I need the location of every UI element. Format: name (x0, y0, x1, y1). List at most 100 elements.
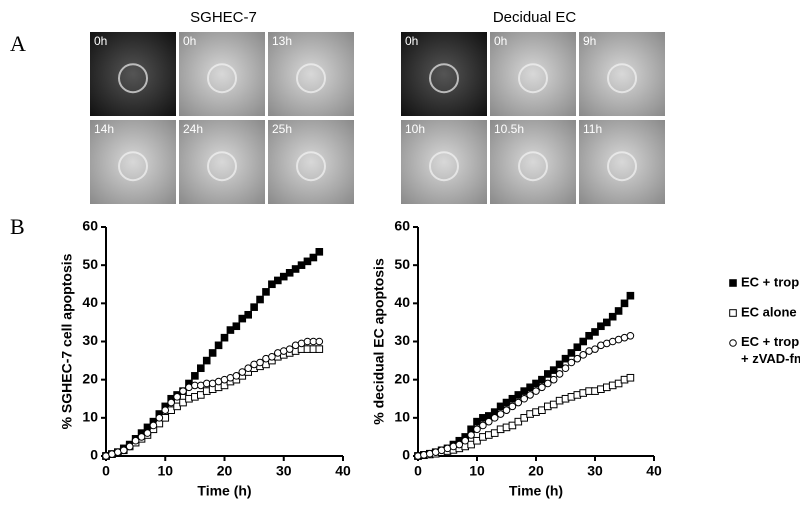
cell-shape (518, 63, 548, 94)
marker (467, 431, 475, 439)
marker (303, 257, 312, 266)
x-axis-label: Time (h) (509, 483, 563, 499)
marker (538, 383, 546, 392)
marker (496, 402, 505, 411)
marker (232, 322, 241, 331)
marker (591, 328, 599, 336)
marker (520, 414, 529, 422)
marker (268, 352, 276, 361)
marker (238, 368, 247, 376)
cell-shape (207, 151, 237, 182)
marker (461, 436, 470, 445)
y-tick-label: 50 (82, 256, 98, 272)
cell-shape (607, 151, 637, 182)
marker (620, 299, 629, 308)
marker (167, 398, 175, 407)
legend-entry: EC + trophoblast+ zVAD-fmk (741, 334, 800, 366)
marker (579, 351, 588, 359)
marker (256, 358, 264, 367)
group-title: Decidual EC (493, 9, 577, 26)
panel-label: A (10, 31, 26, 56)
marker (226, 326, 235, 334)
x-tick-label: 30 (276, 463, 292, 479)
x-tick-label: 20 (528, 463, 544, 479)
frame-label: 0h (94, 34, 107, 48)
marker (179, 387, 187, 395)
marker (555, 370, 564, 378)
frame-label: 0h (494, 34, 507, 48)
marker (538, 375, 546, 384)
legend-entry: EC alone (741, 304, 797, 319)
cell-shape (118, 63, 148, 94)
marker (549, 366, 558, 374)
marker (191, 372, 199, 380)
marker (315, 248, 324, 256)
x-tick-label: 40 (646, 463, 662, 479)
micrograph (579, 32, 665, 116)
marker (514, 398, 523, 407)
cell-shape (429, 63, 459, 94)
marker (591, 345, 599, 353)
marker (490, 429, 499, 437)
marker (514, 417, 523, 426)
marker (473, 417, 481, 426)
marker (508, 402, 517, 411)
micrograph (401, 120, 487, 204)
frame-label: 11h (583, 122, 602, 136)
marker (291, 265, 300, 273)
marker (268, 280, 276, 289)
marker (119, 446, 128, 455)
marker (614, 307, 623, 315)
x-axis-label: Time (h) (197, 483, 251, 499)
marker (208, 349, 217, 357)
marker (279, 272, 288, 281)
marker (155, 414, 164, 422)
x-tick-label: 10 (469, 463, 485, 479)
cell-shape (518, 151, 548, 182)
marker (473, 425, 481, 434)
y-tick-label: 0 (90, 447, 98, 463)
group-title: SGHEC-7 (190, 9, 257, 26)
cell-shape (296, 63, 326, 94)
marker (502, 406, 511, 415)
marker (603, 318, 611, 327)
marker (232, 372, 241, 380)
frame-label: 24h (183, 122, 203, 136)
marker (315, 337, 324, 346)
frame-label: 9h (583, 34, 596, 48)
micrograph (179, 32, 265, 116)
frame-label: 25h (272, 122, 292, 136)
marker (573, 354, 582, 363)
micrograph (490, 120, 576, 204)
marker (544, 379, 552, 388)
marker (179, 398, 187, 407)
marker (490, 414, 499, 422)
x-tick-label: 10 (157, 463, 173, 479)
y-tick-label: 20 (82, 370, 98, 386)
marker (143, 429, 152, 437)
marker (173, 402, 181, 411)
marker (250, 303, 258, 311)
cell-shape (118, 151, 148, 182)
y-tick-label: 40 (394, 294, 410, 310)
marker (520, 387, 529, 395)
marker (508, 394, 517, 403)
marker (125, 442, 134, 451)
marker (544, 370, 552, 378)
marker (585, 331, 593, 340)
frame-label: 13h (272, 34, 292, 48)
frame-label: 0h (183, 34, 196, 48)
cell-shape (607, 63, 637, 94)
marker (220, 333, 229, 342)
marker (538, 406, 546, 414)
marker (626, 373, 635, 382)
marker (131, 436, 140, 445)
series-line (417, 295, 631, 457)
micrograph (579, 120, 665, 204)
marker (526, 391, 534, 399)
marker (526, 383, 534, 392)
marker (285, 269, 294, 277)
legend-marker (729, 279, 737, 287)
marker (485, 417, 493, 426)
